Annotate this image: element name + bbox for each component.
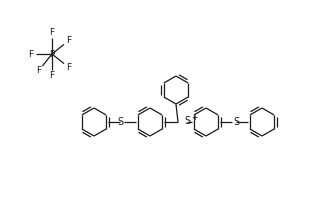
Text: F: F (28, 50, 33, 58)
Text: P: P (49, 50, 55, 58)
Text: +: + (191, 112, 197, 121)
Text: S: S (117, 117, 123, 127)
Text: F: F (36, 66, 42, 75)
Text: F: F (49, 28, 55, 37)
Text: S: S (233, 117, 239, 127)
Text: F: F (49, 71, 55, 80)
Text: F: F (66, 62, 71, 71)
Text: S: S (184, 116, 190, 126)
Text: F: F (66, 37, 71, 45)
